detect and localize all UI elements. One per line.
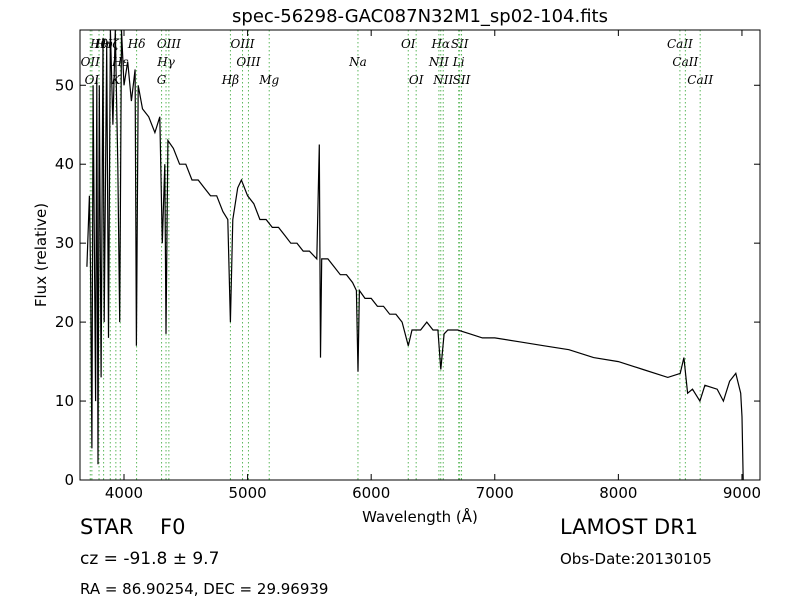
y-tick-label: 50	[55, 76, 74, 94]
chart-title: spec-56298-GAC087N32M1_sp02-104.fits	[232, 6, 608, 27]
spectral-line-label: OI	[401, 37, 416, 51]
spectral-line-label: G	[157, 73, 167, 87]
spectral-line-label: OIII	[157, 37, 181, 51]
spectral-line-label: Li	[452, 55, 465, 69]
spectral-line-label: OII	[81, 55, 101, 69]
spectral-line-label: NII	[432, 73, 453, 87]
spectral-line-label: CaII	[667, 37, 693, 51]
plot-frame	[79, 29, 761, 481]
spectral-line-label: OI	[409, 73, 424, 87]
spectral-line-label: Hα	[430, 37, 450, 51]
coordinates: RA = 86.90254, DEC = 29.96939	[80, 580, 328, 598]
y-tick-label: 40	[55, 155, 74, 173]
y-axis-label: Flux (relative)	[32, 203, 50, 307]
spectral-line-label: SII	[451, 37, 469, 51]
y-tick-label: 10	[55, 392, 74, 410]
x-tick-label: 5000	[228, 484, 266, 502]
subclass: F0	[160, 515, 185, 539]
x-tick-label: 9000	[723, 484, 761, 502]
survey: LAMOST DR1	[560, 515, 698, 539]
object-class: STAR	[80, 515, 133, 539]
spectral-line-label: CaII	[687, 73, 713, 87]
spectrum	[86, 29, 744, 481]
spectral-line-label: Hε	[111, 55, 129, 69]
y-tick-label: 30	[55, 234, 74, 252]
spectral-line-label: SII	[453, 73, 471, 87]
spectral-line-label: OIII	[230, 37, 254, 51]
y-tick-label: 0	[64, 471, 74, 489]
velocity: cz = -91.8 ± 9.7	[80, 549, 219, 569]
x-axis-label: Wavelength (Å)	[362, 507, 478, 526]
x-tick-label: 7000	[476, 484, 514, 502]
spectral-line-label: OIII	[236, 55, 260, 69]
obs-date: Obs-Date:20130105	[560, 550, 712, 568]
x-tick-label: 4000	[105, 484, 143, 502]
spectral-line-label: Hβ	[221, 73, 239, 87]
spectral-line-label: NII	[428, 55, 449, 69]
spectral-line-label: CaII	[672, 55, 698, 69]
spectral-line-label: OI	[85, 73, 100, 87]
spectral-line-label: Na	[348, 55, 367, 69]
x-tick-label: 6000	[352, 484, 390, 502]
spectral-line-label: Mg	[258, 73, 279, 87]
x-tick-label: 8000	[599, 484, 637, 502]
spectral-line-label: Hγ	[156, 55, 175, 69]
spectral-line-label: Hδ	[127, 37, 146, 51]
y-tick-label: 20	[55, 313, 74, 331]
